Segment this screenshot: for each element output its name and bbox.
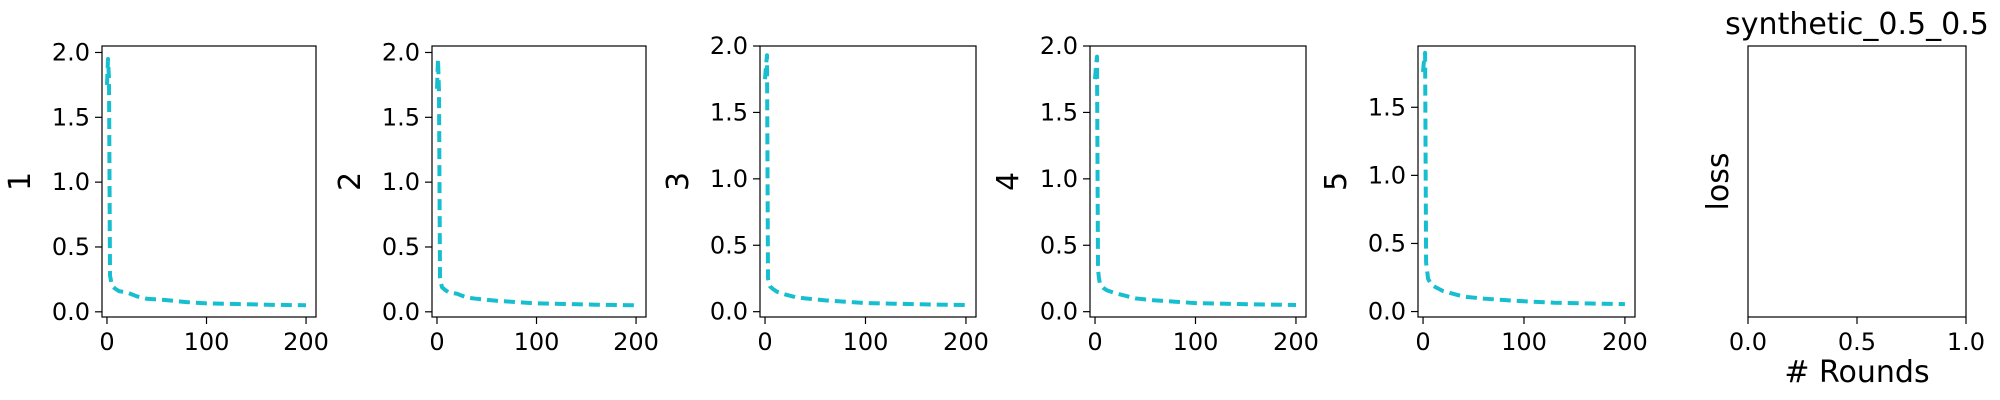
y-tick-label: 1.5 <box>52 103 90 131</box>
x-tick-label: 200 <box>1273 328 1319 356</box>
x-tick-label: 200 <box>1602 328 1648 356</box>
x-tick-label: 200 <box>283 328 329 356</box>
subplot-5: 0 100 200 0.0 0.5 1.0 1.5 5 <box>1319 45 1648 356</box>
x-tick-label: 200 <box>943 328 989 356</box>
x-tick-label: 100 <box>843 328 889 356</box>
y-tick-label: 0.0 <box>52 298 90 326</box>
axes-frame <box>1747 45 1967 318</box>
y-tick-label: 2.0 <box>382 38 420 66</box>
axes-frame <box>759 45 977 318</box>
subplot-2: 0 100 200 0.0 0.5 1.0 1.5 2.0 2 <box>333 38 659 356</box>
y-tick-label: 0.5 <box>1040 231 1078 259</box>
y-tick-label: 0.5 <box>710 231 748 259</box>
x-tick-label: 0 <box>1415 328 1430 356</box>
y-axis-label: 3 <box>661 172 696 191</box>
y-tick-label: 0.5 <box>382 233 420 261</box>
y-tick-label: 1.0 <box>382 168 420 196</box>
x-tick-label: 200 <box>613 328 659 356</box>
y-tick-label: 1.5 <box>1368 93 1406 121</box>
y-tick-label: 1.0 <box>52 168 90 196</box>
x-tick-label: 0.5 <box>1838 328 1876 356</box>
y-tick-label: 2.0 <box>1040 32 1078 60</box>
x-tick-label: 100 <box>514 328 560 356</box>
series-line-1 <box>105 57 307 308</box>
x-tick-label: 0.0 <box>1729 328 1767 356</box>
y-tick-label: 1.0 <box>1368 161 1406 189</box>
x-tick-label: 0 <box>99 328 114 356</box>
y-tick-label: 0.0 <box>710 298 748 326</box>
x-tick-label: 100 <box>1501 328 1547 356</box>
series-line-1 <box>1421 50 1625 307</box>
x-tick-label: 0 <box>1087 328 1102 356</box>
y-tick-label: 0.0 <box>1368 298 1406 326</box>
chart-title: synthetic_0.5_0.5 <box>1725 7 1989 42</box>
y-tick-label: 1.5 <box>1040 98 1078 126</box>
series-line-1 <box>435 57 637 308</box>
y-axis-label: loss <box>1701 153 1736 211</box>
subplot-1: 0 100 200 0.0 0.5 1.0 1.5 2.0 1 <box>3 38 329 356</box>
subplot-3: 0 100 200 0.0 0.5 1.0 1.5 2.0 3 <box>661 32 989 356</box>
x-tick-label: 0 <box>757 328 772 356</box>
series-line-1 <box>1093 54 1297 307</box>
series-line-1 <box>763 53 967 307</box>
y-axis-label: 5 <box>1319 172 1354 191</box>
x-tick-label: 100 <box>184 328 230 356</box>
axes-frame <box>1417 45 1636 318</box>
subplot-6: 0.0 0.5 1.0 loss # Rounds synthetic_0.5_0.5 <box>1701 7 1989 390</box>
x-tick-label: 1.0 <box>1947 328 1985 356</box>
y-tick-label: 1.0 <box>710 165 748 193</box>
axes-frame <box>1089 45 1307 318</box>
y-tick-label: 0.0 <box>1040 298 1078 326</box>
y-axis-label: 1 <box>3 172 38 191</box>
y-tick-label: 0.5 <box>1368 229 1406 257</box>
y-tick-label: 1.5 <box>710 98 748 126</box>
y-tick-label: 2.0 <box>52 38 90 66</box>
y-tick-label: 2.0 <box>710 32 748 60</box>
y-axis-label: 4 <box>991 172 1026 191</box>
y-tick-label: 1.0 <box>1040 165 1078 193</box>
axes-frame <box>101 45 317 318</box>
subplot-4: 0 100 200 0.0 0.5 1.0 1.5 2.0 4 <box>991 32 1319 356</box>
y-tick-label: 0.0 <box>382 298 420 326</box>
y-tick-label: 0.5 <box>52 233 90 261</box>
x-tick-label: 0 <box>429 328 444 356</box>
y-tick-label: 1.5 <box>382 103 420 131</box>
y-axis-label: 2 <box>333 172 368 191</box>
x-axis-label: # Rounds <box>1784 355 1929 390</box>
x-tick-label: 100 <box>1173 328 1219 356</box>
axes-frame <box>431 45 647 318</box>
